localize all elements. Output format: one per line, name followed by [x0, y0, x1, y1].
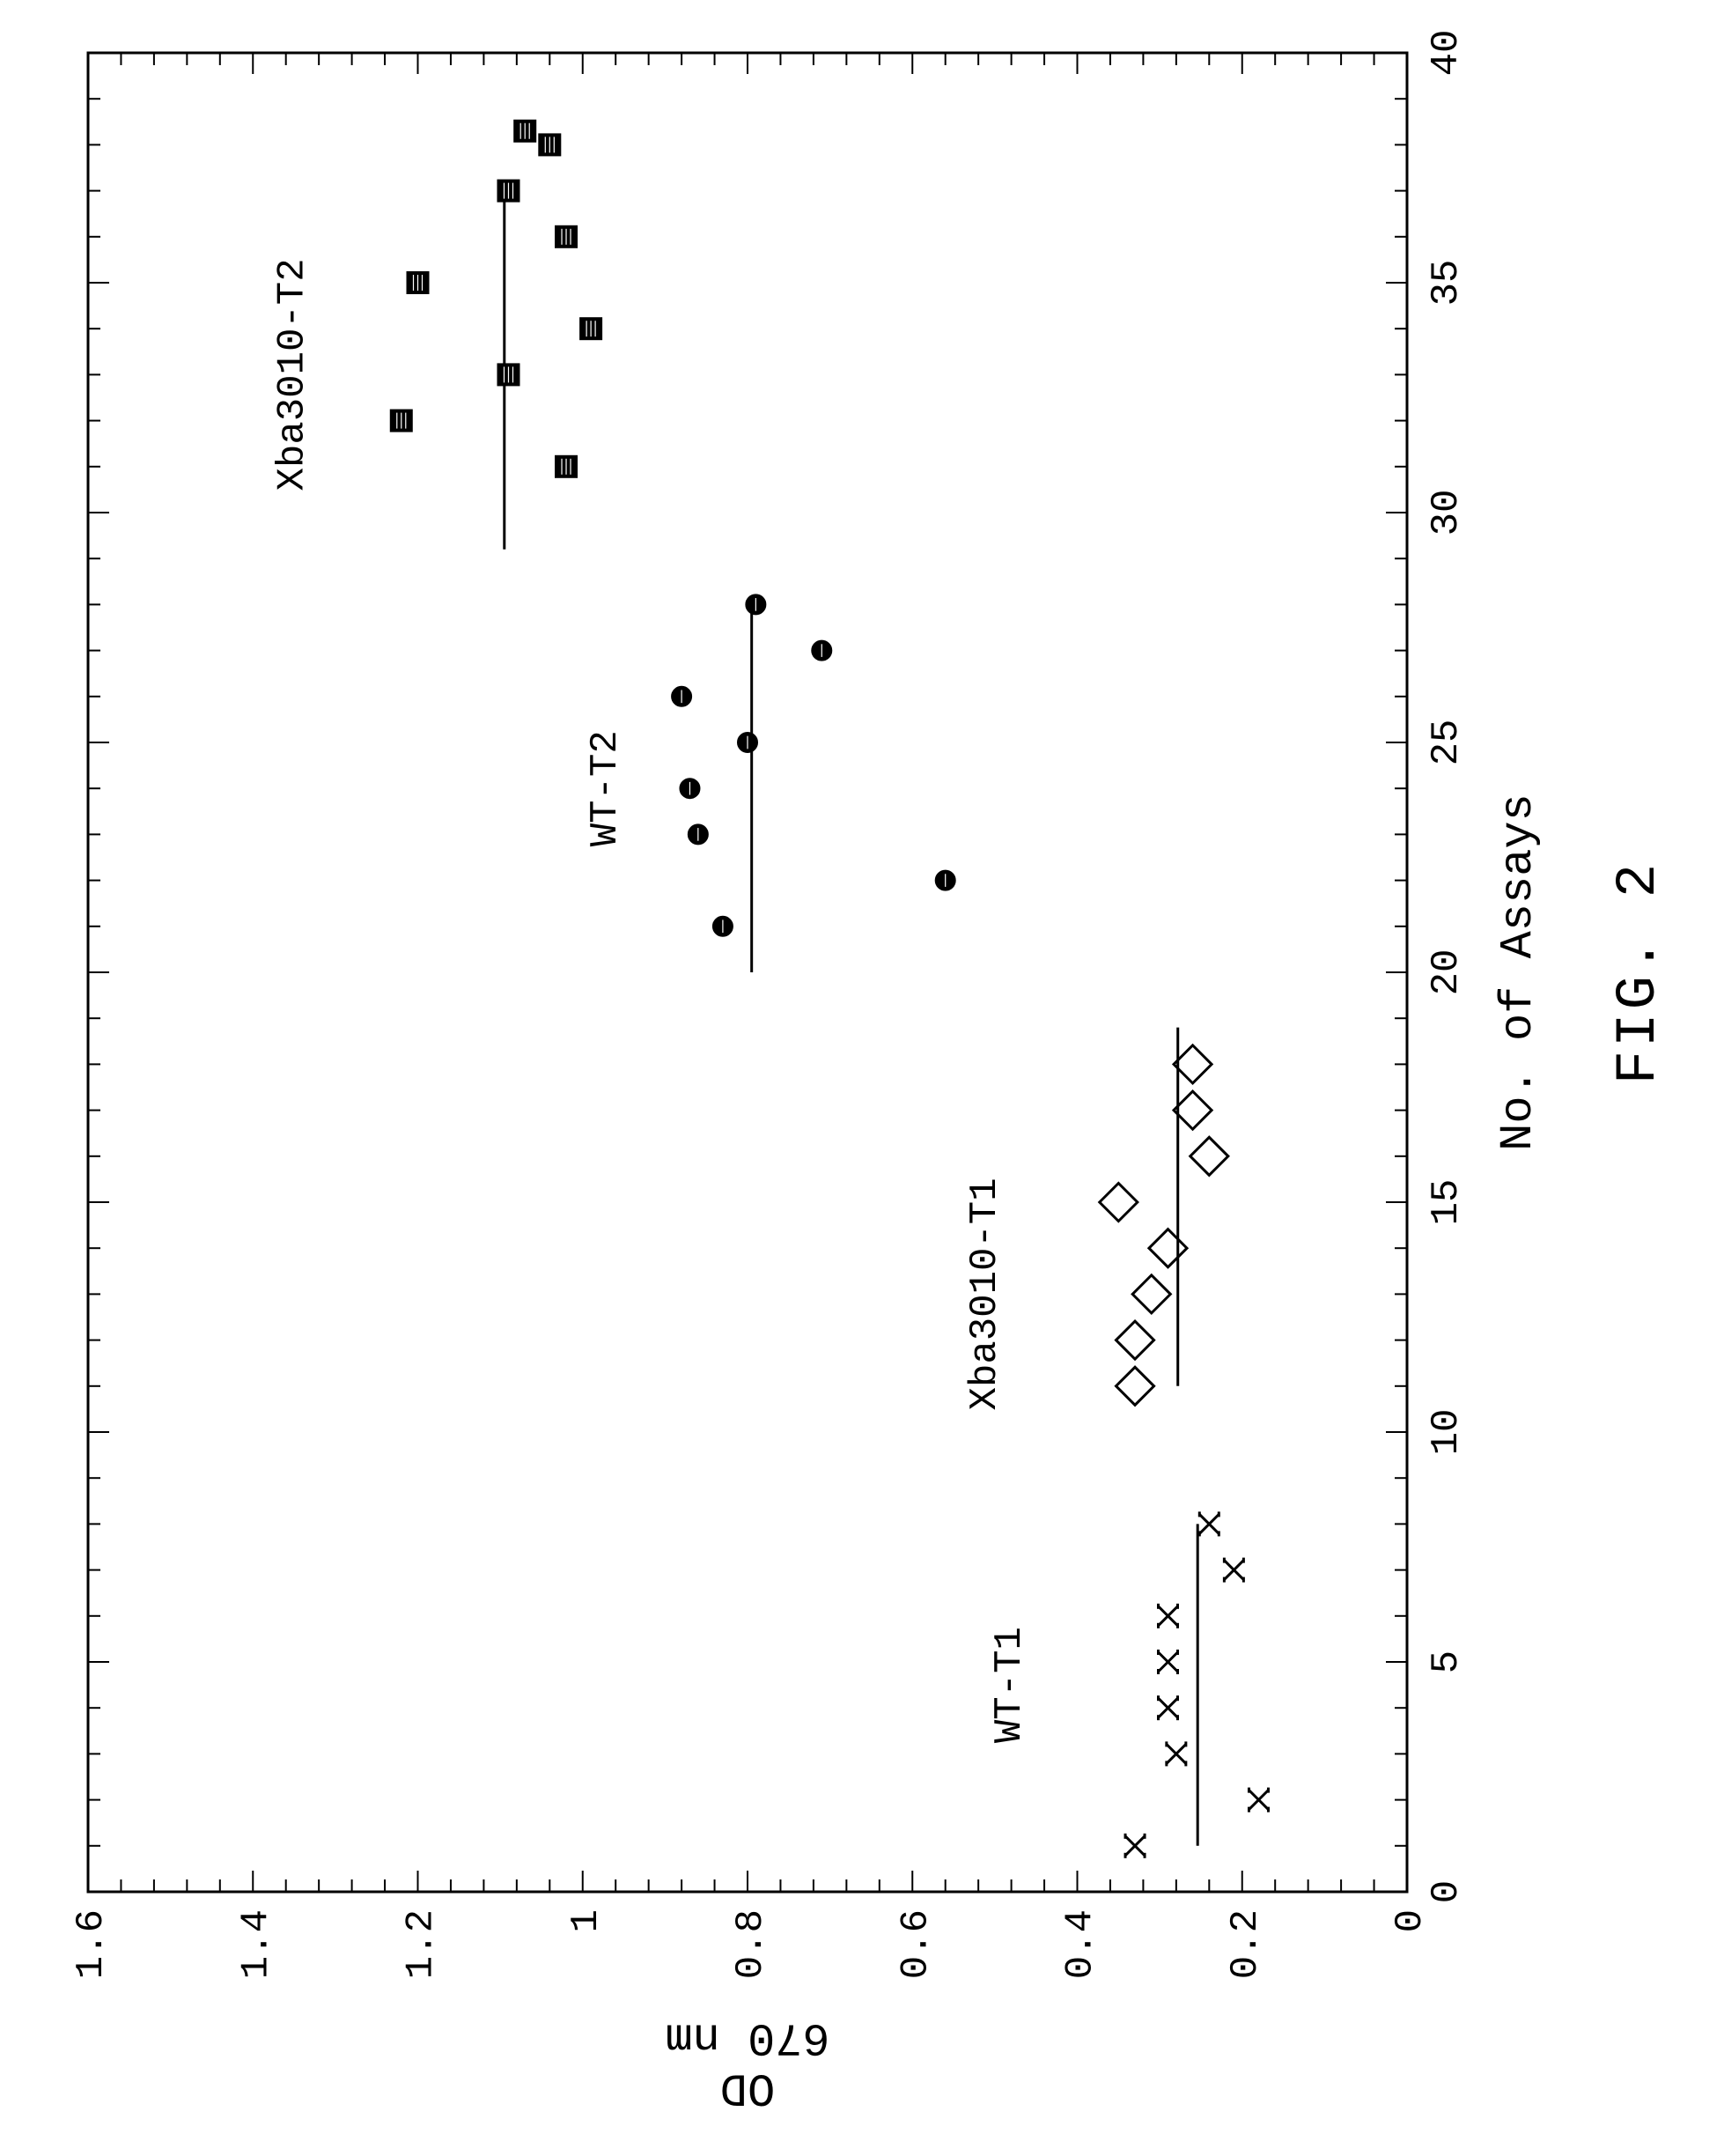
series-label-xba3010_t1: Xba3010-T1 — [963, 1178, 1007, 1410]
y-tick-label: 0.2 — [1224, 1909, 1268, 1979]
x-tick-label: 10 — [1425, 1409, 1469, 1456]
y-tick-label: 1.6 — [70, 1909, 114, 1979]
x-tick-label: 0 — [1425, 1880, 1469, 1903]
x-tick-label: 5 — [1425, 1650, 1469, 1673]
y-tick-label: 1.4 — [234, 1909, 278, 1979]
y-tick-label: 1.2 — [400, 1909, 444, 1979]
x-tick-label: 20 — [1425, 949, 1469, 996]
x-tick-label: 30 — [1425, 490, 1469, 536]
y-tick-label: 0 — [1389, 1909, 1433, 1932]
y-tick-label: 1 — [564, 1909, 608, 1932]
x-tick-label: 35 — [1425, 260, 1469, 306]
series-label-wt_t1: WT-T1 — [988, 1627, 1032, 1743]
series-label-wt_t2: WT-T2 — [584, 730, 628, 846]
y-axis-label: OD670 nm — [665, 2011, 829, 2113]
y-tick-label: 0.4 — [1059, 1909, 1103, 1979]
x-tick-label: 15 — [1425, 1179, 1469, 1226]
x-tick-label: 40 — [1425, 30, 1469, 77]
x-axis-label: No. of Assays — [1492, 794, 1544, 1151]
figure-caption: FIG. 2 — [1608, 860, 1671, 1084]
figure-svg: 0 5 10 15 20 25 30 35 40 0 0.2 0.4 0.6 0.8 1 1.2 1.4 1.6 N… — [0, 0, 1724, 2156]
y-tick-label: 0.8 — [729, 1909, 773, 1979]
x-tick-label: 25 — [1425, 720, 1469, 766]
y-tick-label: 0.6 — [894, 1909, 938, 1979]
series-label-xba3010_t2: Xba3010-T2 — [270, 258, 314, 491]
